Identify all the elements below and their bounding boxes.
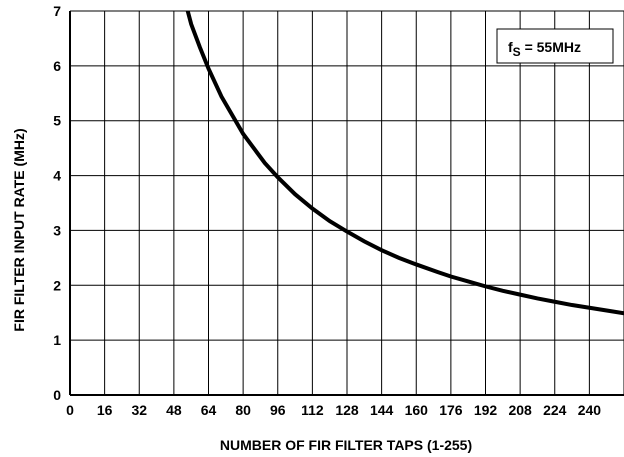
x-tick-label: 112 (301, 402, 324, 418)
annotation-box (496, 28, 614, 64)
y-tick-label: 5 (53, 113, 61, 129)
x-tick-label: 192 (474, 402, 498, 418)
x-tick-label: 96 (270, 402, 286, 418)
x-tick-label: 0 (66, 402, 74, 418)
x-tick-labels: 0 16 32 48 64 80 96 112 128 144 160 176 192 208 224 240 (66, 402, 601, 418)
annotation-rest: = 55MHz (521, 39, 581, 55)
annotation-sub: S (513, 45, 521, 59)
annotation: fS = 55MHz (508, 39, 581, 59)
y-tick-label: 0 (53, 387, 61, 403)
y-tick-label: 3 (53, 222, 61, 238)
x-tick-label: 80 (235, 402, 251, 418)
grid (69, 10, 624, 396)
y-tick-label: 4 (53, 168, 61, 184)
x-tick-label: 208 (508, 402, 532, 418)
x-tick-label: 64 (201, 402, 217, 418)
x-tick-label: 48 (166, 402, 182, 418)
y-tick-labels: 0 1 2 3 4 5 6 7 (53, 3, 61, 403)
x-tick-label: 32 (131, 402, 147, 418)
y-tick-label: 6 (53, 58, 61, 74)
x-tick-label: 160 (405, 402, 429, 418)
x-tick-label: 144 (370, 402, 394, 418)
y-tick-label: 2 (53, 277, 61, 293)
x-tick-label: 240 (578, 402, 602, 418)
y-tick-label: 7 (53, 3, 61, 19)
y-tick-label: 1 (53, 332, 61, 348)
x-tick-label: 128 (335, 402, 359, 418)
x-axis-title: NUMBER OF FIR FILTER TAPS (1-255) (220, 437, 472, 453)
x-tick-label: 176 (439, 402, 463, 418)
x-tick-label: 16 (97, 402, 113, 418)
y-axis-title: FIR FILTER INPUT RATE (MHz) (11, 128, 27, 331)
x-tick-label: 224 (543, 402, 567, 418)
annotation-f: f (508, 39, 513, 55)
series-line (185, 10, 624, 316)
